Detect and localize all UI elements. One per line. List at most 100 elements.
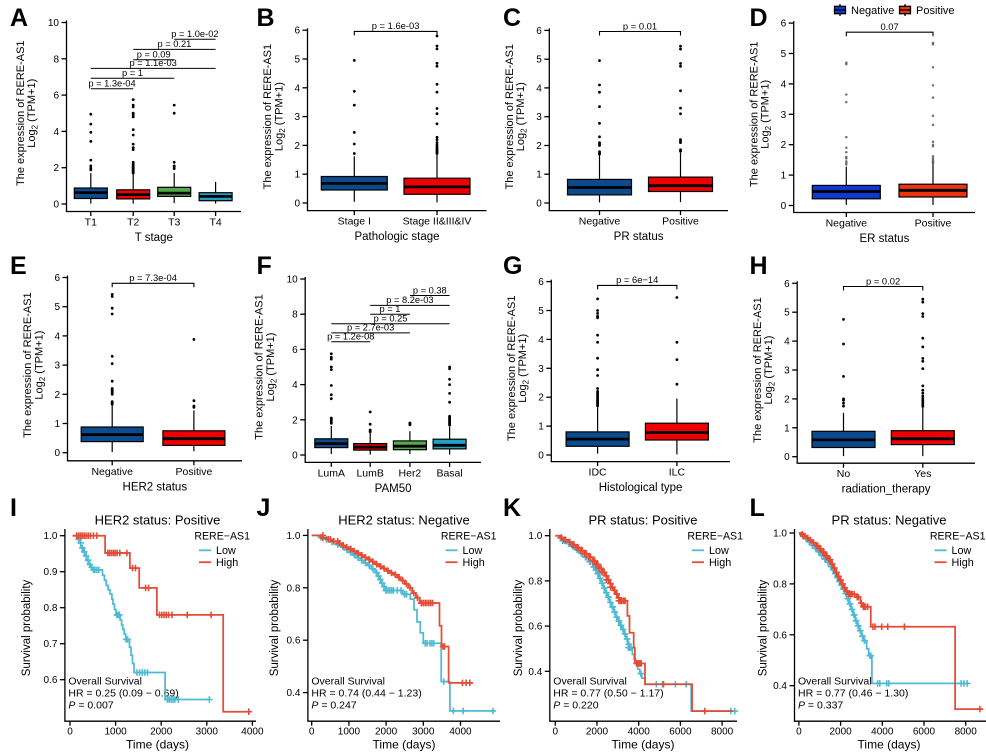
svg-text:PR status: Negative: PR status: Negative: [832, 513, 947, 528]
svg-text:ILC: ILC: [669, 467, 686, 479]
svg-text:1: 1: [54, 419, 60, 430]
svg-text:p = 7.3e-04: p = 7.3e-04: [129, 272, 177, 283]
svg-text:LumB: LumB: [356, 467, 383, 479]
svg-text:HR = 0.77 (0.46 − 1.30): HR = 0.77 (0.46 − 1.30): [798, 688, 908, 700]
svg-text:C: C: [503, 4, 521, 32]
svg-text:P = 0.247: P = 0.247: [311, 700, 356, 712]
svg-text:0.9: 0.9: [43, 567, 57, 578]
svg-text:0.4: 0.4: [286, 688, 300, 699]
svg-text:I: I: [10, 494, 17, 522]
svg-text:Time (days): Time (days): [612, 738, 675, 752]
svg-text:0.6: 0.6: [528, 622, 542, 633]
svg-text:4: 4: [784, 337, 790, 348]
svg-text:PR status: PR status: [614, 231, 664, 243]
svg-text:0.6: 0.6: [286, 636, 300, 647]
svg-text:HER2 status: Positive: HER2 status: Positive: [95, 513, 221, 528]
svg-text:The expression of RERE-AS1: The expression of RERE-AS1: [22, 292, 34, 438]
svg-text:Her2: Her2: [399, 467, 422, 479]
svg-text:F: F: [257, 252, 272, 280]
svg-text:0.8: 0.8: [43, 603, 57, 614]
svg-text:T4: T4: [209, 217, 221, 229]
svg-text:6: 6: [294, 26, 300, 37]
svg-text:0.8: 0.8: [528, 576, 542, 587]
svg-text:p = 0.21: p = 0.21: [157, 39, 191, 49]
svg-text:The expression of RERE-AS1: The expression of RERE-AS1: [262, 44, 274, 190]
svg-text:5: 5: [294, 55, 300, 66]
svg-text:p = 8.2e-03: p = 8.2e-03: [386, 295, 433, 305]
svg-text:Overall Survival: Overall Survival: [68, 676, 142, 688]
svg-text:1.0: 1.0: [528, 531, 542, 542]
svg-text:p = 6e−14: p = 6e−14: [616, 274, 658, 285]
svg-text:Pathologic stage: Pathologic stage: [354, 231, 439, 243]
svg-text:PR status: Positive: PR status: Positive: [588, 513, 697, 528]
svg-text:1: 1: [784, 423, 790, 434]
svg-text:P = 0.220: P = 0.220: [553, 700, 598, 712]
svg-text:3000: 3000: [196, 727, 219, 738]
svg-text:The expression of RERE-AS1: The expression of RERE-AS1: [506, 296, 518, 442]
svg-text:Low: Low: [463, 545, 483, 557]
svg-text:6: 6: [54, 273, 60, 284]
svg-text:0.4: 0.4: [528, 667, 542, 678]
svg-text:B: B: [257, 4, 275, 32]
svg-text:2: 2: [53, 163, 59, 174]
svg-text:Log2 (TPM+1): Log2 (TPM+1): [763, 336, 777, 405]
svg-text:2000: 2000: [375, 727, 398, 738]
svg-text:p = 1.0e-02: p = 1.0e-02: [171, 29, 218, 39]
svg-text:Histological type: Histological type: [599, 482, 683, 494]
svg-text:H: H: [750, 252, 768, 280]
svg-text:3: 3: [538, 364, 544, 375]
svg-text:HER2 status: HER2 status: [123, 481, 188, 493]
svg-text:HR = 0.74 (0.44 − 1.23): HR = 0.74 (0.44 − 1.23): [311, 688, 421, 700]
svg-text:ER status: ER status: [859, 233, 909, 245]
svg-text:Low: Low: [952, 545, 972, 557]
svg-text:T1: T1: [85, 217, 97, 229]
svg-text:T stage: T stage: [135, 232, 173, 244]
svg-text:Positive: Positive: [915, 218, 952, 230]
svg-text:0: 0: [538, 451, 544, 462]
svg-text:Overall Survival: Overall Survival: [311, 676, 385, 688]
svg-text:0.6: 0.6: [773, 630, 787, 641]
svg-text:2: 2: [784, 394, 790, 405]
svg-text:Log2 (TPM+1): Log2 (TPM+1): [517, 334, 531, 403]
svg-text:3000: 3000: [412, 727, 435, 738]
svg-text:Positive: Positive: [916, 5, 955, 17]
svg-text:0: 0: [796, 727, 802, 738]
svg-text:1.0: 1.0: [43, 531, 57, 542]
svg-text:Time (days): Time (days): [126, 738, 189, 752]
svg-text:Yes: Yes: [914, 468, 931, 480]
svg-text:6000: 6000: [913, 727, 936, 738]
svg-text:3: 3: [781, 110, 787, 121]
svg-text:Stage II&III&IV: Stage II&III&IV: [403, 216, 472, 228]
svg-text:1: 1: [781, 171, 787, 182]
svg-text:3: 3: [294, 112, 300, 123]
svg-text:RERE−AS1: RERE−AS1: [930, 531, 986, 543]
svg-text:High: High: [952, 557, 974, 569]
svg-text:Log2 (TPM+1): Log2 (TPM+1): [760, 80, 774, 149]
svg-text:Stage I: Stage I: [338, 216, 371, 228]
svg-text:2: 2: [781, 140, 787, 151]
svg-text:0.4: 0.4: [773, 681, 787, 692]
svg-text:0: 0: [781, 201, 787, 212]
svg-text:P = 0.337: P = 0.337: [798, 700, 843, 712]
svg-text:6000: 6000: [669, 727, 692, 738]
svg-text:Survival probability: Survival probability: [758, 579, 770, 676]
svg-text:0: 0: [54, 448, 60, 459]
svg-text:2: 2: [536, 141, 542, 152]
svg-text:Survival probability: Survival probability: [269, 579, 281, 676]
svg-text:The expression of RERE-AS1: The expression of RERE-AS1: [254, 294, 266, 440]
svg-text:2: 2: [538, 393, 544, 404]
svg-text:p = 2.7e-03: p = 2.7e-03: [347, 323, 394, 333]
svg-text:2: 2: [54, 390, 60, 401]
svg-text:0.6: 0.6: [43, 675, 57, 686]
svg-text:Overall Survival: Overall Survival: [798, 676, 872, 688]
svg-text:0: 0: [67, 727, 73, 738]
svg-text:0.8: 0.8: [773, 579, 787, 590]
svg-text:6: 6: [292, 345, 298, 356]
svg-text:P = 0.007: P = 0.007: [68, 700, 113, 712]
svg-text:6: 6: [784, 279, 790, 290]
svg-text:J: J: [257, 494, 271, 522]
svg-text:K: K: [503, 494, 521, 522]
svg-text:8: 8: [53, 54, 59, 65]
svg-text:L: L: [750, 494, 765, 522]
svg-text:4: 4: [536, 83, 542, 94]
